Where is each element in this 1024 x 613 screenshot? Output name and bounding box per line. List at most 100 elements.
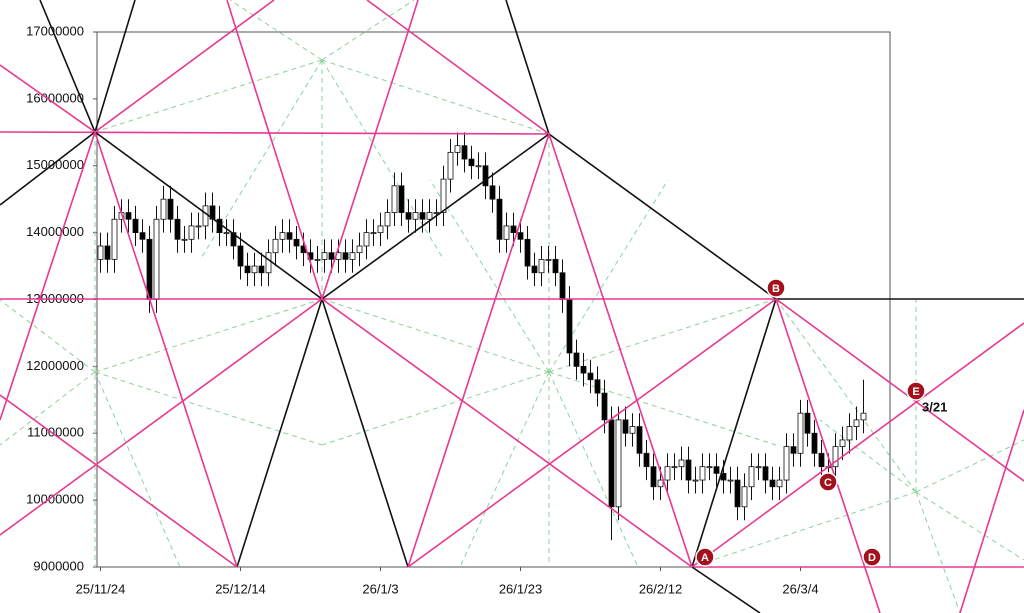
candle-body	[440, 178, 447, 213]
candle-body	[405, 212, 412, 220]
trend-line	[39, 0, 96, 133]
candle-body	[769, 479, 776, 488]
guide	[321, 371, 550, 446]
candle-body	[433, 212, 440, 214]
candle-body	[482, 165, 489, 187]
fan-line	[959, 409, 1024, 613]
candle-body	[146, 238, 153, 300]
candle-body	[104, 245, 111, 260]
candle-body	[153, 218, 160, 300]
candle-body	[461, 145, 468, 160]
guide	[915, 491, 1024, 561]
fan-line	[0, 64, 96, 133]
fan-line	[548, 133, 693, 568]
guide	[94, 298, 323, 373]
candle-body	[181, 238, 188, 241]
candle-body	[426, 212, 433, 220]
candle-body	[538, 258, 545, 274]
guide	[819, 419, 917, 493]
marker	[906, 381, 926, 401]
candle-body	[503, 225, 510, 240]
fan-line	[407, 133, 550, 568]
candle-body	[804, 412, 811, 434]
x-tick-label: 26/1/23	[499, 581, 542, 596]
candle-body	[419, 212, 426, 220]
marker	[766, 278, 786, 298]
candle-body	[377, 225, 384, 234]
candle-body	[216, 218, 223, 234]
trend-line	[94, 131, 323, 300]
candle-body	[566, 299, 573, 354]
x-tick-label: 26/1/3	[362, 581, 398, 596]
fan-line	[407, 0, 419, 33]
marker-label: D	[868, 552, 876, 564]
candle-body	[517, 232, 524, 240]
candle-body	[356, 245, 363, 254]
candle-body	[454, 145, 461, 153]
axes: 9000000100000001100000012000000130000001…	[26, 23, 818, 596]
trend-line	[691, 298, 777, 568]
guide	[94, 371, 181, 568]
guide	[229, 0, 323, 61]
guide	[548, 371, 639, 568]
candle-body	[629, 426, 636, 434]
y-tick-label: 12000000	[26, 358, 84, 373]
marker	[862, 547, 882, 567]
fan-line	[0, 298, 323, 536]
fan-line	[321, 298, 693, 568]
candle-body	[552, 258, 559, 274]
candle-body	[741, 486, 748, 508]
candle-body	[573, 352, 580, 367]
candle-body	[279, 232, 286, 240]
trend-line	[321, 133, 550, 300]
candle-body	[496, 198, 503, 240]
candle-body	[468, 158, 475, 167]
y-tick-label: 11000000	[27, 425, 84, 440]
candle-body	[202, 205, 209, 227]
candle-body	[293, 238, 300, 247]
y-tick-label: 9000000	[33, 558, 84, 573]
candle-body	[244, 265, 251, 274]
candle-body	[524, 238, 531, 267]
guide	[548, 298, 777, 373]
candle-body	[188, 225, 195, 240]
marker	[818, 472, 838, 492]
candle-body	[391, 185, 398, 213]
candle-body	[734, 479, 741, 508]
candle-body	[559, 272, 566, 300]
candle-body	[132, 218, 139, 234]
guide	[321, 0, 415, 61]
candle-body	[412, 212, 419, 220]
fan-line	[0, 394, 238, 568]
fan-line	[94, 0, 275, 133]
fan-line	[94, 131, 238, 568]
candle-body	[174, 218, 181, 240]
candle-body	[314, 258, 321, 261]
candle-body	[111, 218, 118, 260]
fan-line	[691, 322, 1024, 568]
candle-body	[545, 258, 552, 261]
candle-body	[685, 459, 692, 481]
candle-body	[664, 466, 671, 481]
trend-line	[548, 133, 777, 300]
candle-body	[195, 225, 202, 228]
candle-body	[251, 265, 258, 274]
candle-body	[286, 232, 293, 240]
candle-body	[818, 452, 825, 468]
candle-body	[811, 432, 818, 454]
guide	[321, 59, 445, 261]
guide	[199, 59, 323, 261]
fan-line	[407, 298, 777, 568]
trend-line	[321, 298, 409, 568]
candle-body	[790, 446, 797, 454]
x-tick-label: 26/2/12	[639, 581, 682, 596]
trend-line	[236, 298, 323, 568]
guide	[321, 59, 550, 135]
candle-body	[475, 165, 482, 168]
guide	[548, 371, 777, 446]
candle-body	[580, 365, 587, 374]
trend-line	[0, 131, 96, 206]
